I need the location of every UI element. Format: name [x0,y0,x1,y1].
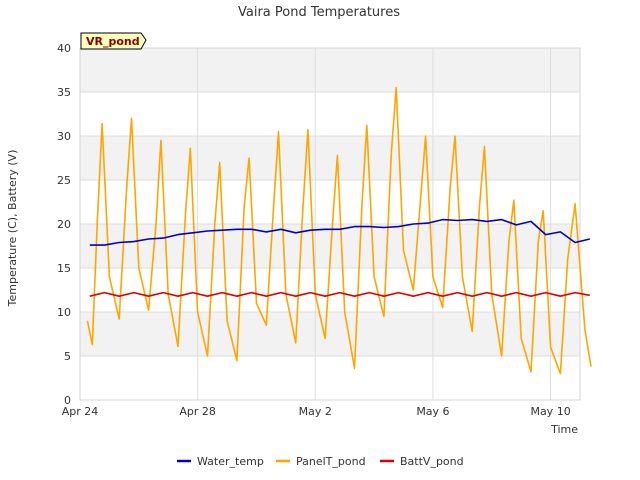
x-axis-ticks: Apr 24 Apr 28 May 2 May 6 May 10 [62,405,571,418]
y-tick-label: 0 [64,394,71,407]
site-label-box [80,32,147,50]
y-axis-label: Temperature (C), Battery (V) [6,150,19,308]
site-label-badge: VR_pond [80,32,147,50]
y-tick-label: 30 [57,130,71,143]
y-tick-label: 25 [57,174,71,187]
x-tick-label: May 6 [416,405,449,418]
series-line-panelt-pond [86,86,592,375]
x-tick-label: May 10 [530,405,570,418]
y-tick-label: 35 [57,86,71,99]
x-tick-label: Apr 24 [62,405,99,418]
x-axis-label: Time [550,423,578,436]
y-axis-ticks: 0 5 10 15 20 25 30 35 40 [57,42,71,407]
y-tick-label: 20 [57,218,71,231]
plot-frame [79,47,581,401]
y-tick-label: 10 [57,306,71,319]
y-tick-label: 40 [57,42,71,55]
series-line-battv-pond [89,291,590,297]
series-line-water-temp [89,218,590,246]
plot-bands [80,48,580,356]
legend: Water_temp PanelT_pond BattV_pond [177,455,464,468]
site-label-text: VR_pond [86,35,140,48]
chart-title: Vaira Pond Temperatures [238,5,400,20]
series-lines [86,86,592,375]
legend-label: Water_temp [197,455,264,468]
y-tick-label: 5 [64,350,71,363]
legend-label: PanelT_pond [296,455,366,468]
y-tick-label: 15 [57,262,71,275]
x-tick-label: Apr 28 [179,405,216,418]
legend-label: BattV_pond [400,455,464,468]
plot-band [80,48,580,92]
x-tick-label: May 2 [299,405,332,418]
plot-band [80,136,580,180]
plot-band [80,312,580,356]
